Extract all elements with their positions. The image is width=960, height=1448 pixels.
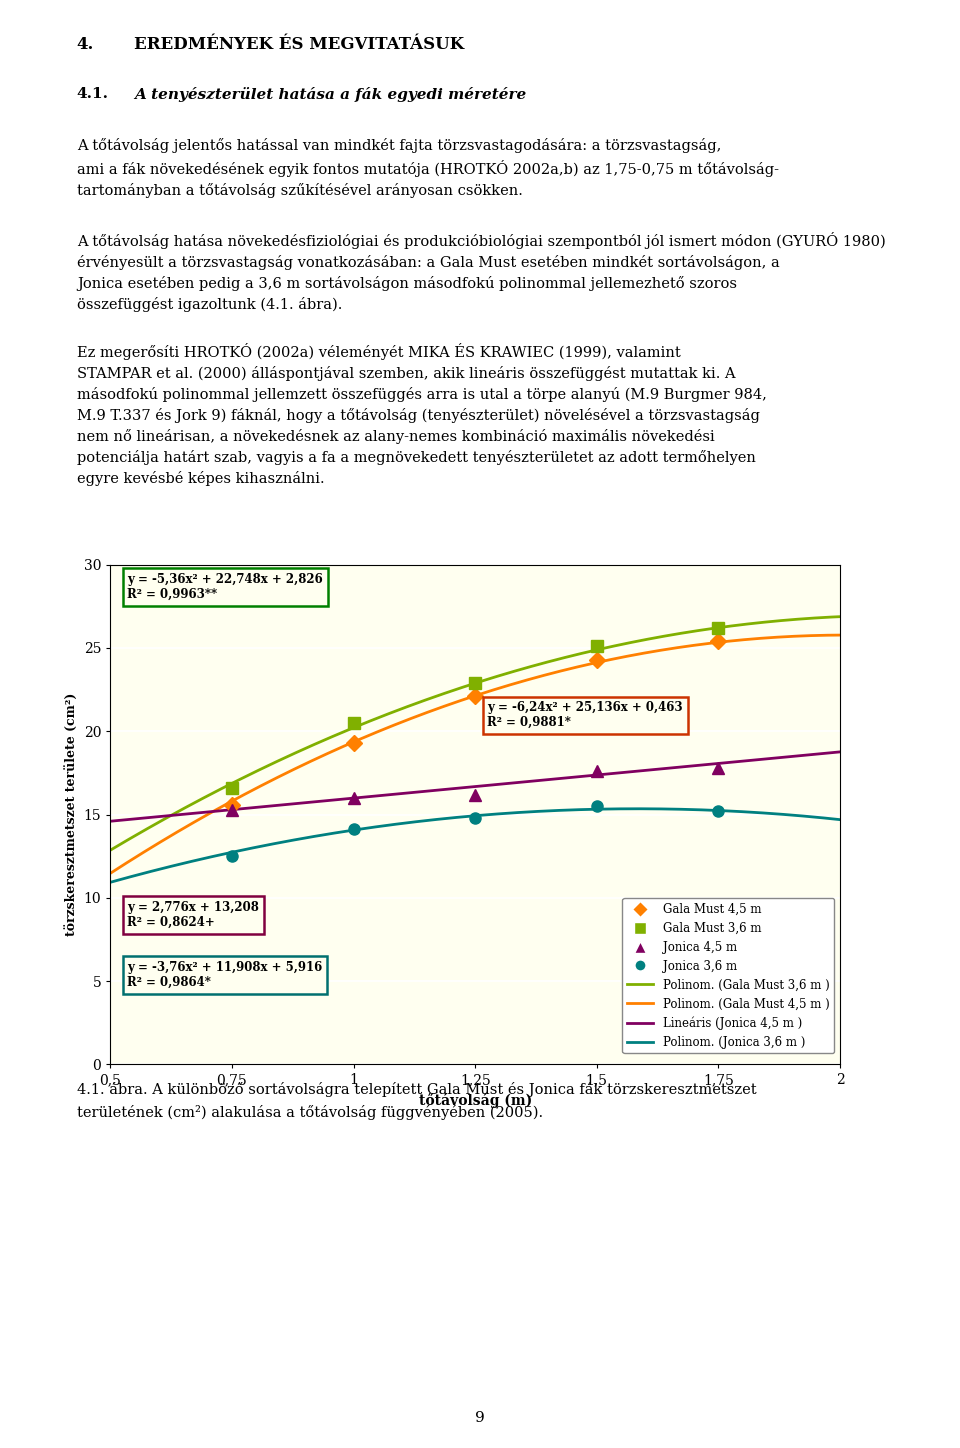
Text: A tenyészterület hatása a fák egyedi méretére: A tenyészterület hatása a fák egyedi mér… bbox=[134, 87, 527, 101]
Text: Ez megerősíti HROTKÓ (2002a) véleményét MIKA ÉS KRAWIEC (1999), valamint
STAMPAR: Ez megerősíti HROTKÓ (2002a) véleményét … bbox=[77, 343, 767, 487]
Text: y = 2,776x + 13,208
R² = 0,8624+: y = 2,776x + 13,208 R² = 0,8624+ bbox=[128, 901, 259, 930]
Text: 4.1.: 4.1. bbox=[77, 87, 108, 101]
Text: EREDMÉNYEK ÉS MEGVITATÁSUK: EREDMÉNYEK ÉS MEGVITATÁSUK bbox=[134, 36, 465, 54]
Text: 4.: 4. bbox=[77, 36, 94, 54]
Text: y = -3,76x² + 11,908x + 5,916
R² = 0,9864*: y = -3,76x² + 11,908x + 5,916 R² = 0,986… bbox=[128, 961, 323, 989]
Text: 4.1. ábra. A különböző sortávolságra telepített Gala Must és Jonica fák törzsker: 4.1. ábra. A különböző sortávolságra tel… bbox=[77, 1082, 756, 1096]
Y-axis label: törzskeresztmetszet területe (cm²): törzskeresztmetszet területe (cm²) bbox=[65, 692, 78, 937]
Text: y = -5,36x² + 22,748x + 2,826
R² = 0,9963**: y = -5,36x² + 22,748x + 2,826 R² = 0,996… bbox=[128, 573, 324, 601]
Text: 9: 9 bbox=[475, 1410, 485, 1425]
Text: A tőtávolság hatása növekedésfiziológiai és produkcióbiológiai szempontból jól i: A tőtávolság hatása növekedésfiziológiai… bbox=[77, 232, 885, 311]
Text: területének (cm²) alakulása a tőtávolság függvényében (2005).: területének (cm²) alakulása a tőtávolság… bbox=[77, 1105, 543, 1119]
Text: y = -6,24x² + 25,136x + 0,463
R² = 0,9881*: y = -6,24x² + 25,136x + 0,463 R² = 0,988… bbox=[488, 701, 683, 730]
Legend: Gala Must 4,5 m, Gala Must 3,6 m, Jonica 4,5 m, Jonica 3,6 m, Polinom. (Gala Mus: Gala Must 4,5 m, Gala Must 3,6 m, Jonica… bbox=[622, 898, 834, 1053]
X-axis label: tőtávolság (m): tőtávolság (m) bbox=[419, 1093, 532, 1108]
Text: A tőtávolság jelentős hatással van mindkét fajta törzsvastagodására: a törzsvast: A tőtávolság jelentős hatással van mindk… bbox=[77, 138, 779, 197]
